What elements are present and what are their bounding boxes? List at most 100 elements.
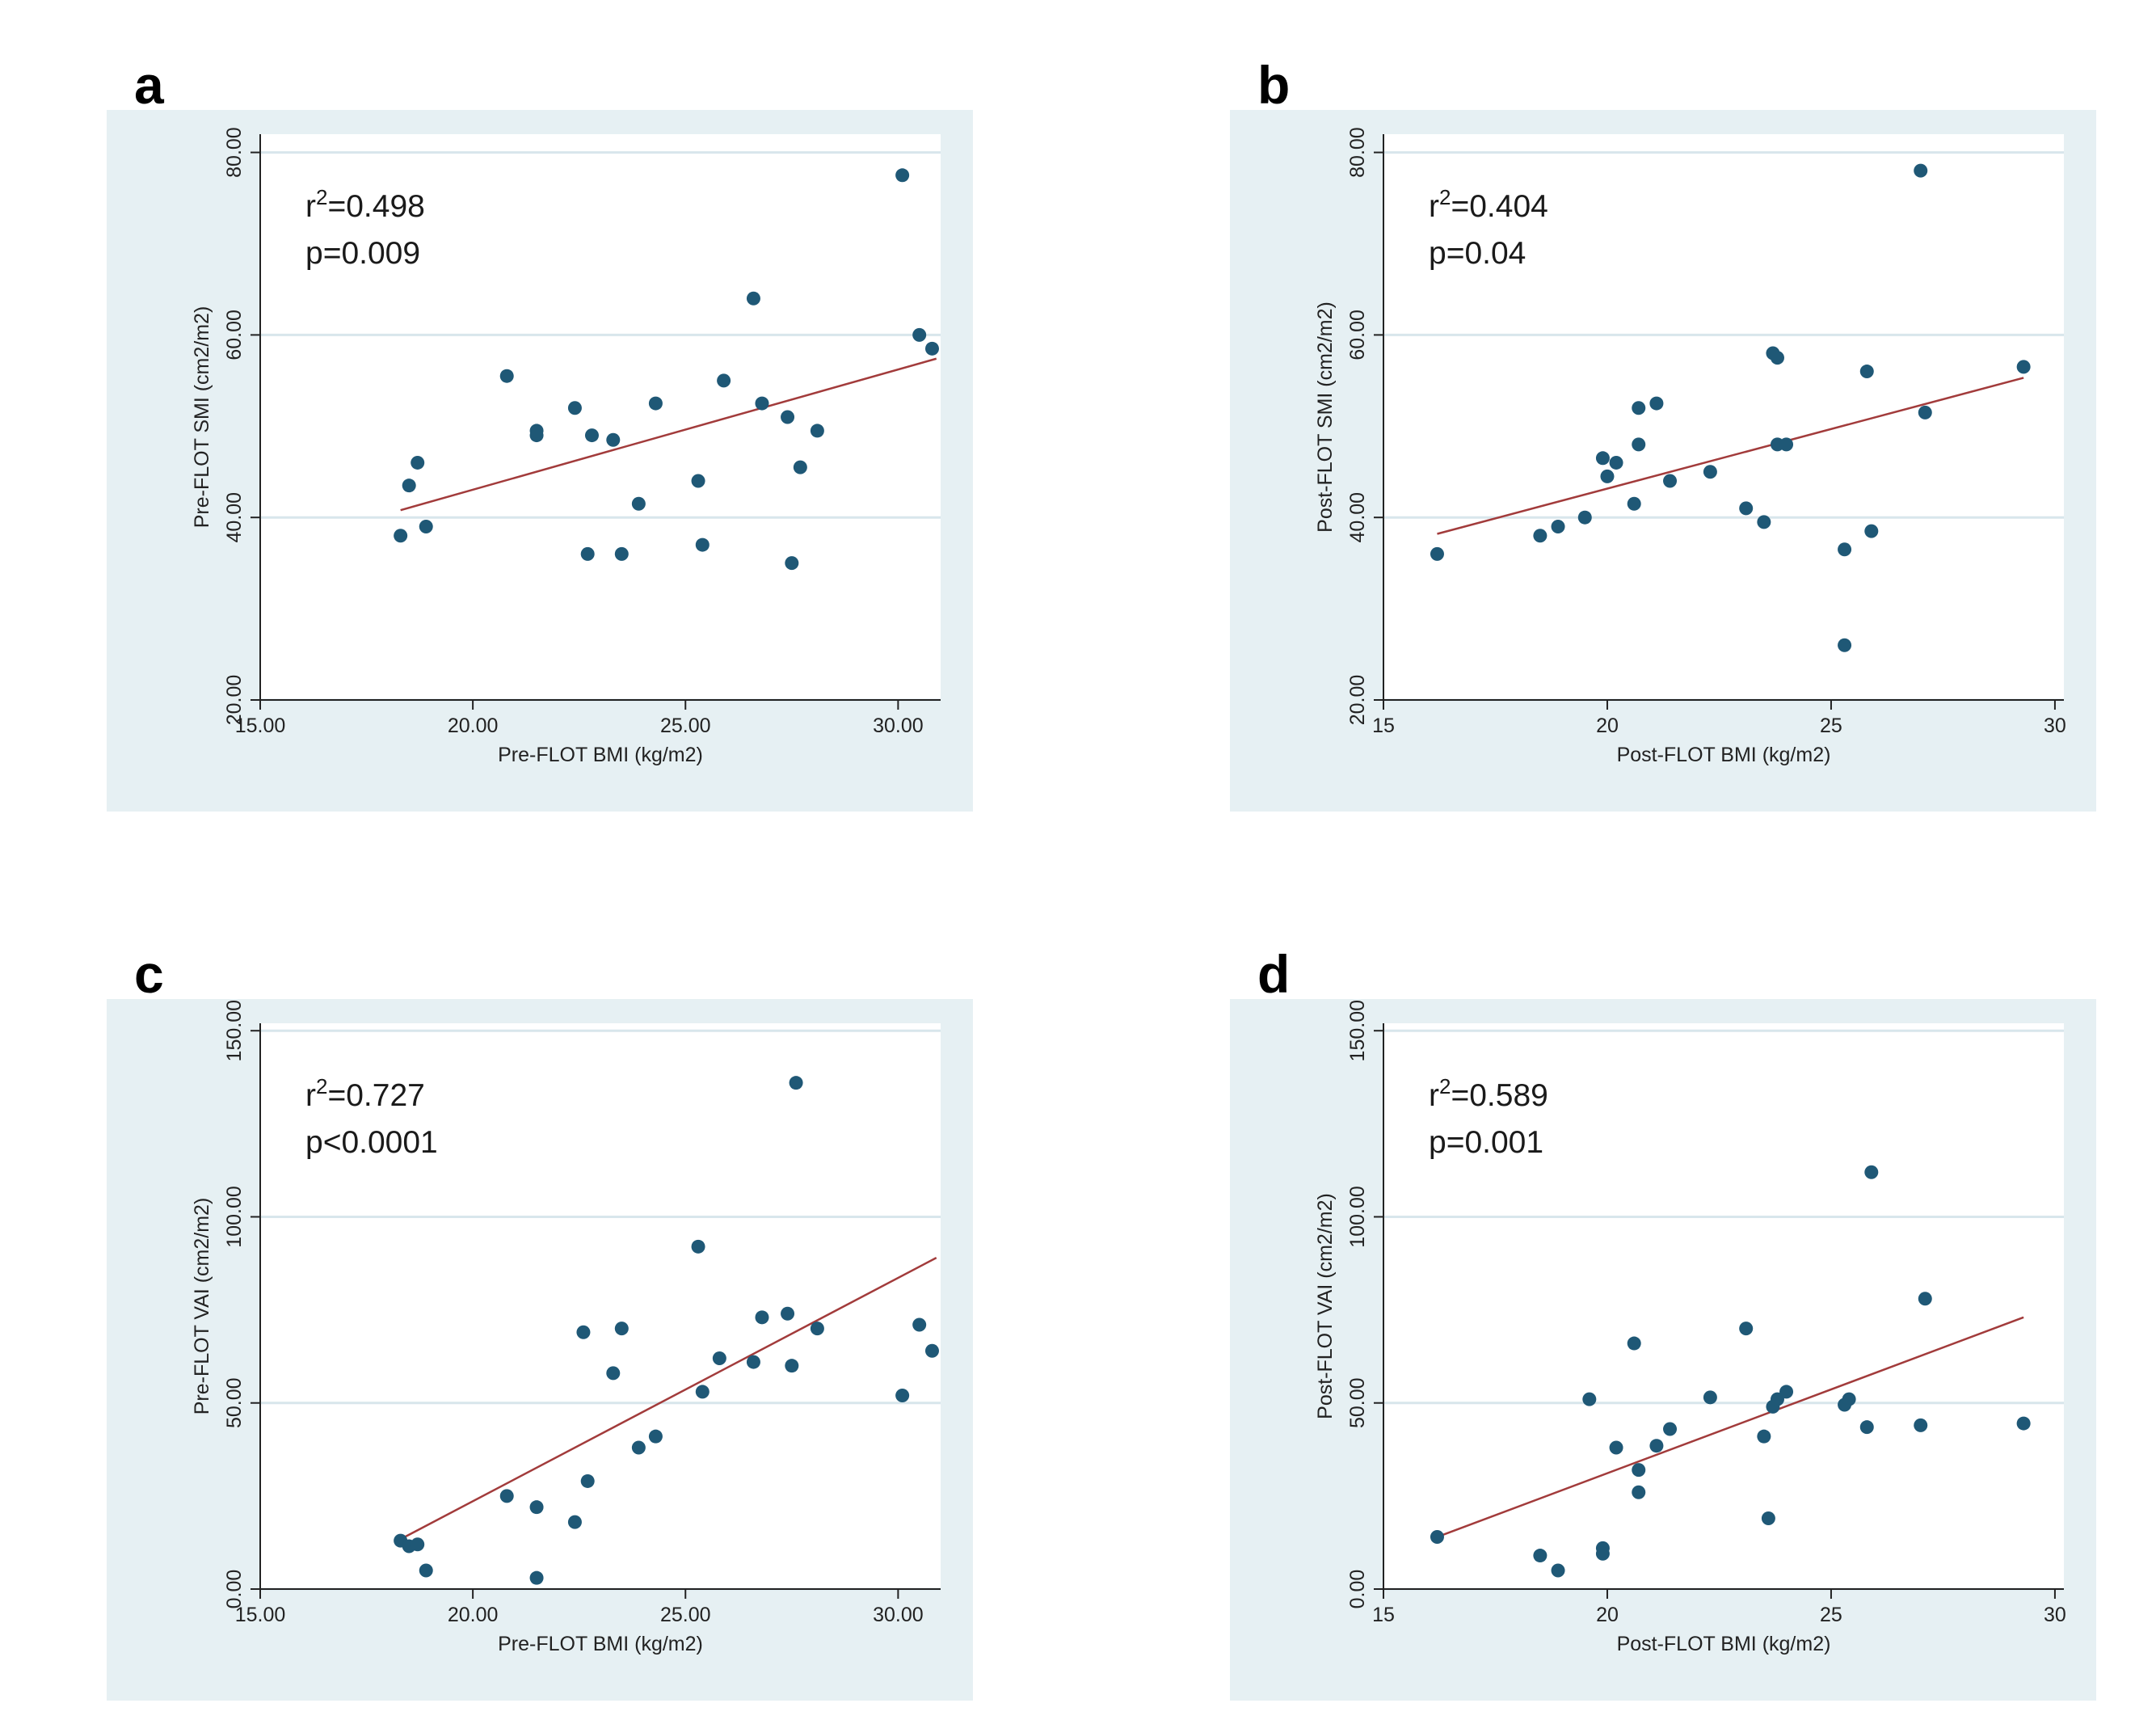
data-point-c-21: [789, 1076, 803, 1090]
p-value-label-d: p=0.001: [1429, 1125, 1543, 1160]
scatter-plot-d: 15 20 25 30 0.00 50.00 100.00 150.00 Post-FLOT B…: [1314, 1000, 2066, 1655]
data-point-b-8: [1632, 437, 1646, 452]
r-squared-value-d: =0.589: [1451, 1078, 1548, 1113]
data-point-b-13: [1739, 501, 1754, 516]
data-point-c-19: [781, 1306, 795, 1321]
data-point-b-23: [1914, 163, 1928, 178]
r-squared-prefix-c: r: [305, 1078, 316, 1113]
data-point-b-6: [1609, 455, 1623, 470]
r-squared-prefix-d: r: [1429, 1078, 1439, 1113]
data-point-c-23: [895, 1389, 910, 1403]
y-tick-label-a-0: 20.00: [223, 675, 246, 726]
data-point-d-5: [1595, 1546, 1610, 1561]
data-point-c-8: [576, 1325, 591, 1339]
data-point-c-4: [499, 1489, 514, 1503]
x-tick-label-d-0: 15: [1372, 1604, 1395, 1626]
data-point-d-22: [1864, 1165, 1879, 1179]
data-point-c-20: [785, 1359, 799, 1373]
data-point-b-21: [1859, 365, 1874, 379]
x-tick-label-d-1: 20: [1596, 1604, 1619, 1626]
data-point-d-7: [1627, 1336, 1641, 1351]
r-squared-value-b: =0.404: [1451, 189, 1548, 224]
data-point-c-12: [631, 1440, 646, 1455]
data-point-d-15: [1761, 1511, 1775, 1525]
y-tick-label-a-1: 40.00: [223, 492, 246, 543]
r-squared-superscript-d: 2: [1439, 1074, 1451, 1098]
x-tick-label-b-0: 15: [1372, 715, 1395, 737]
data-point-b-11: [1663, 474, 1678, 488]
x-axis-title-b: Post-FLOT BMI (kg/m2): [1617, 744, 1831, 766]
data-point-c-13: [648, 1429, 663, 1444]
data-point-d-9: [1632, 1463, 1646, 1478]
fit-line-a: [400, 357, 937, 512]
y-tick-label-b-1: 40.00: [1346, 492, 1369, 543]
data-point-a-12: [631, 496, 646, 511]
fit-line-c: [404, 1257, 937, 1538]
data-point-a-20: [785, 556, 799, 571]
data-point-a-14: [691, 474, 705, 488]
data-point-b-18: [1779, 437, 1794, 452]
data-point-a-15: [695, 538, 710, 552]
data-point-b-10: [1649, 396, 1664, 411]
y-tick-label-d-1: 50.00: [1346, 1377, 1369, 1428]
x-tick-label-a-1: 20.00: [448, 715, 499, 737]
r-squared-value-c: =0.727: [327, 1078, 424, 1113]
p-value-label-c: p<0.0001: [305, 1125, 438, 1160]
r-squared-prefix-a: r: [305, 189, 316, 224]
y-tick-label-d-2: 100.00: [1346, 1186, 1369, 1247]
y-tick-label-a-3: 80.00: [223, 127, 246, 178]
plot-area-d: [1383, 1023, 2064, 1589]
data-point-b-2: [1551, 519, 1565, 533]
data-point-b-12: [1703, 465, 1717, 479]
data-point-d-3: [1582, 1392, 1597, 1406]
data-point-b-4: [1595, 451, 1610, 466]
scatter-plot-a: 15.00 20.00 25.00 30.0020.0040.0060.0080.00…: [191, 127, 941, 766]
data-point-c-16: [712, 1351, 726, 1365]
y-tick-label-b-0: 20.00: [1346, 675, 1369, 726]
data-point-d-25: [2016, 1416, 2031, 1431]
data-point-a-24: [912, 327, 927, 342]
r-squared-prefix-b: r: [1429, 189, 1439, 224]
r-squared-superscript-b: 2: [1439, 185, 1451, 209]
data-point-a-6: [529, 424, 544, 438]
data-point-d-6: [1609, 1440, 1623, 1455]
data-point-a-10: [606, 432, 621, 447]
r-squared-label-c: r2=0.727: [305, 1074, 425, 1113]
data-point-c-2: [411, 1537, 425, 1552]
data-point-a-7: [567, 401, 582, 415]
x-tick-label-b-2: 25: [1820, 715, 1842, 737]
y-tick-label-c-1: 50.00: [223, 1377, 246, 1428]
fit-line-d: [1437, 1316, 2024, 1538]
data-point-b-9: [1632, 401, 1646, 415]
x-tick-label-c-3: 30.00: [873, 1604, 924, 1626]
y-tick-label-c-0: 0.00: [223, 1570, 246, 1609]
x-tick-label-c-1: 20.00: [448, 1604, 499, 1626]
x-tick-label-a-2: 25.00: [660, 715, 711, 737]
x-tick-label-a-0: 15.00: [235, 715, 286, 737]
data-point-a-16: [717, 373, 731, 388]
r-squared-label-a: r2=0.498: [305, 185, 425, 224]
plot-area-c: [260, 1023, 941, 1589]
data-point-d-0: [1430, 1530, 1444, 1545]
x-tick-label-a-3: 30.00: [873, 715, 924, 737]
data-point-b-1: [1533, 529, 1548, 543]
y-tick-label-a-2: 60.00: [223, 310, 246, 360]
data-point-a-2: [411, 455, 425, 470]
data-point-b-3: [1577, 510, 1592, 525]
data-point-b-19: [1838, 638, 1852, 652]
y-tick-label-c-3: 150.00: [223, 1000, 246, 1061]
data-point-d-14: [1757, 1429, 1771, 1444]
x-tick-label-b-3: 30: [2044, 715, 2066, 737]
y-axis-title-a: Pre-FLOT SMI (cm2/m2): [191, 306, 213, 529]
r-squared-value-a: =0.498: [327, 189, 424, 224]
panel-letter-c: c: [134, 944, 164, 1004]
scatter-plot-c: 15.00 20.00 25.00 30.00 0.00 50.00 100.00 150.0…: [191, 1000, 941, 1655]
fit-line-b: [1437, 377, 2024, 535]
data-point-c-10: [606, 1366, 621, 1381]
data-point-c-24: [912, 1317, 927, 1332]
data-point-d-24: [1918, 1292, 1932, 1306]
data-point-a-8: [580, 546, 595, 561]
y-axis-title-c: Pre-FLOT VAI (cm2/m2): [191, 1198, 213, 1415]
data-point-b-0: [1430, 546, 1444, 561]
panel-letter-a: a: [134, 55, 164, 115]
